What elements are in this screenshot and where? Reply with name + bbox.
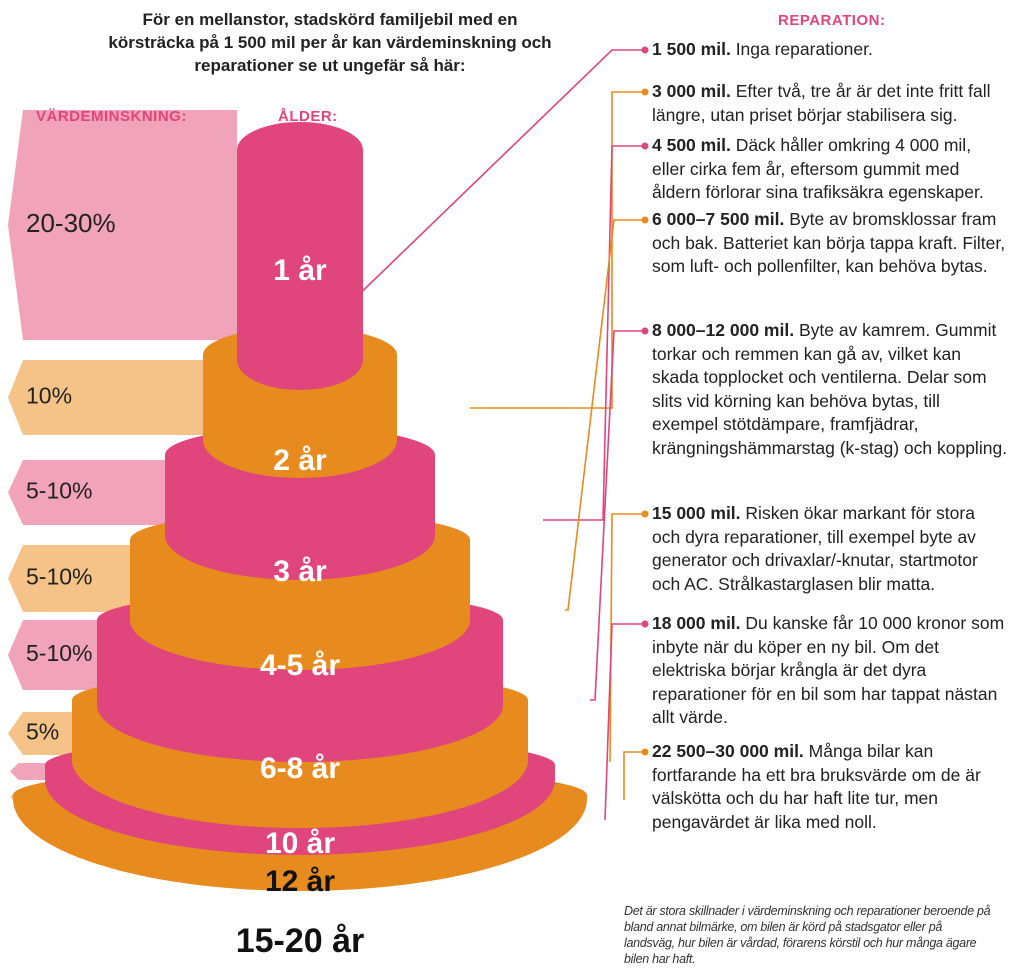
repair-text: Inga reparationer. — [736, 39, 873, 59]
repair-item: 18 000 mil. Du kanske får 10 000 kronor … — [652, 612, 1008, 730]
infographic: 20-30% 10% 5-10% 5-10% 5-10% 5% 1 år 2 år 3 år 4-… — [0, 0, 1010, 973]
connector — [345, 50, 645, 308]
connector — [470, 92, 645, 408]
intro: För en mellanstor, stadskörd familjebil … — [100, 8, 560, 77]
depreciation-label: 5-10% — [26, 640, 92, 666]
repair-item: 4 500 mil. Däck håller omkring 4 000 mil… — [652, 134, 1008, 205]
age-label: 4-5 år — [260, 649, 340, 682]
depreciation-arrow — [10, 763, 50, 780]
repair-heading: REPARATION: — [778, 12, 885, 29]
age-label: 2 år — [273, 444, 327, 477]
depreciation-heading: VÄRDEMINSKNING: — [36, 108, 187, 125]
repair-item: 1 500 mil. Inga reparationer. — [652, 38, 1008, 62]
repair-mileage: 8 000–12 000 mil. — [652, 320, 794, 340]
repair-mileage: 6 000–7 500 mil. — [652, 209, 784, 229]
depreciation-label: 10% — [26, 383, 72, 409]
connector — [610, 514, 645, 762]
connector-dot — [642, 621, 649, 628]
repair-mileage: 4 500 mil. — [652, 135, 731, 155]
repair-item: 3 000 mil. Efter två, tre år är det inte… — [652, 80, 1008, 127]
age-label: 3 år — [273, 555, 327, 588]
connector-dot — [642, 47, 649, 54]
age-label: 10 år — [265, 827, 335, 860]
repair-item: 15 000 mil. Risken ökar markant för stor… — [652, 502, 1008, 596]
repair-mileage: 1 500 mil. — [652, 39, 731, 59]
connector-dot — [642, 217, 649, 224]
repair-mileage: 22 500–30 000 mil. — [652, 741, 804, 761]
connector — [590, 331, 645, 700]
repair-item: 6 000–7 500 mil. Byte av bromsklossar fr… — [652, 208, 1008, 279]
connector-dot — [642, 328, 649, 335]
age-label: 1 år — [273, 254, 327, 287]
connector — [624, 752, 645, 800]
repair-mileage: 15 000 mil. — [652, 503, 741, 523]
depreciation-label: 5-10% — [26, 564, 92, 590]
connector — [543, 146, 645, 520]
age-label: 15-20 år — [236, 922, 365, 960]
age-heading: ÅLDER: — [278, 108, 338, 125]
connector-dot — [642, 749, 649, 756]
age-label: 6-8 år — [260, 752, 340, 785]
repair-mileage: 3 000 mil. — [652, 81, 731, 101]
depreciation-label: 5-10% — [26, 478, 92, 504]
repair-item: 22 500–30 000 mil. Många bilar kan fortf… — [652, 740, 1008, 834]
footnote: Det är stora skillnader i värdeminskning… — [624, 903, 994, 967]
tier-top — [237, 122, 363, 178]
depreciation-label: 5% — [26, 719, 59, 745]
repair-item: 8 000–12 000 mil. Byte av kamrem. Gummit… — [652, 319, 1008, 460]
repair-mileage: 18 000 mil. — [652, 613, 741, 633]
depreciation-label: 20-30% — [26, 208, 116, 238]
connector-dot — [642, 511, 649, 518]
connector-dot — [642, 143, 649, 150]
age-label: 12 år — [265, 865, 335, 898]
repair-text: Byte av kamrem. Gummit torkar och remmen… — [652, 320, 1007, 458]
connector-dot — [642, 89, 649, 96]
